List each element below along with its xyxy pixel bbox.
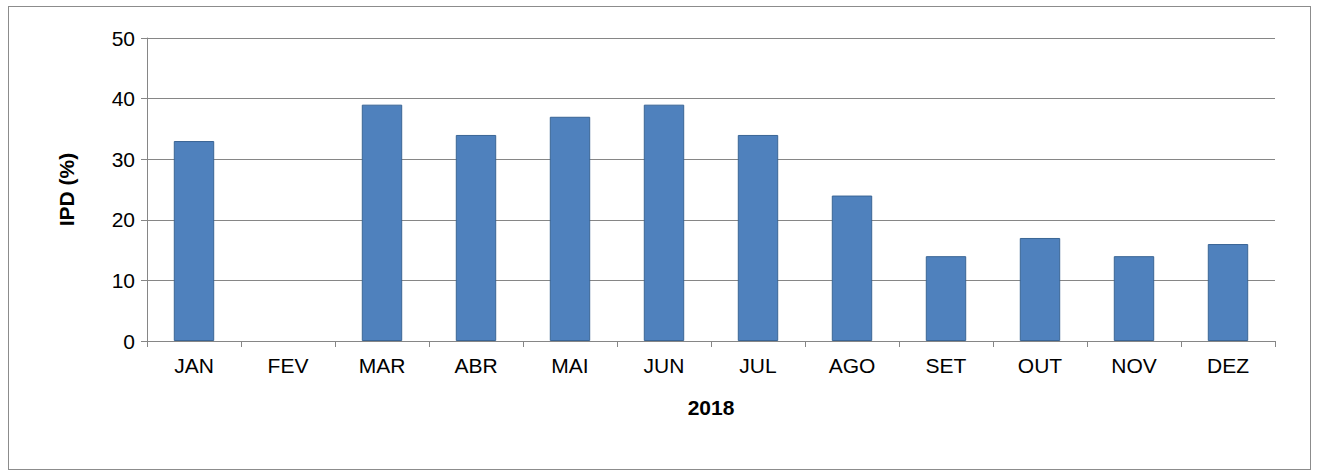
svg-text:MAI: MAI: [551, 354, 588, 377]
svg-text:30: 30: [112, 148, 135, 171]
svg-text:SET: SET: [926, 354, 967, 377]
svg-text:40: 40: [112, 87, 135, 110]
svg-text:JAN: JAN: [174, 354, 214, 377]
svg-text:NOV: NOV: [1111, 354, 1157, 377]
svg-text:20: 20: [112, 208, 135, 231]
svg-text:JUN: JUN: [644, 354, 685, 377]
svg-text:JUL: JUL: [739, 354, 776, 377]
svg-text:AGO: AGO: [829, 354, 876, 377]
svg-text:DEZ: DEZ: [1207, 354, 1249, 377]
svg-text:MAR: MAR: [359, 354, 406, 377]
svg-text:OUT: OUT: [1018, 354, 1063, 377]
svg-text:50: 50: [112, 27, 135, 50]
svg-text:FEV: FEV: [268, 354, 309, 377]
svg-text:0: 0: [123, 330, 135, 353]
svg-text:IPD (%): IPD (%): [55, 153, 78, 227]
svg-text:10: 10: [112, 269, 135, 292]
svg-text:ABR: ABR: [454, 354, 497, 377]
svg-text:2018: 2018: [688, 396, 735, 419]
